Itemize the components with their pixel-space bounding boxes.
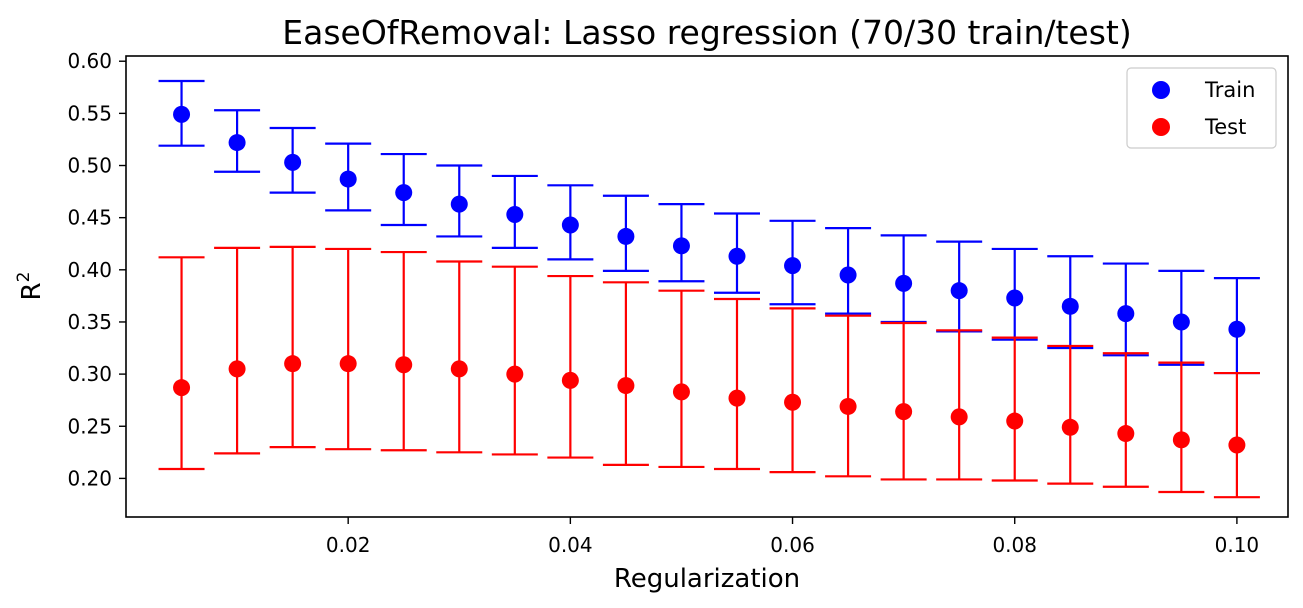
x-tick-label: 0.02 [326,533,371,557]
x-axis: 0.02 0.04 0.06 0.08 0.10 [326,517,1259,557]
series-test [158,245,1260,499]
test-data-point [895,403,913,421]
test-data-point [1172,431,1190,449]
y-tick-label: 0.45 [67,206,112,230]
train-data-point [450,195,468,213]
y-tick-label: 0.30 [67,362,112,386]
train-data-point [1061,297,1079,315]
test-data-point [784,393,802,411]
test-data-point [617,377,635,395]
y-tick-label: 0.35 [67,310,112,334]
test-data-point [395,356,413,374]
test-data-point [672,383,690,401]
y-axis-label: R2 [14,272,47,301]
test-data-point [1061,418,1079,436]
train-data-point [895,274,913,292]
train-data-point [728,247,746,265]
train-data-point [1006,289,1024,307]
test-data-point [1228,436,1246,454]
test-data-point [728,389,746,407]
test-data-point [950,408,968,426]
y-axis: 0.20 0.25 0.30 0.35 0.40 0.45 0.50 0.55 0.60 [67,49,126,490]
train-data-point [617,227,635,245]
test-data-point [839,397,857,415]
y-axis-label-base: R [17,282,47,300]
test-data-point [339,355,357,373]
y-axis-label-superscript: 2 [14,272,34,283]
x-tick-label: 0.06 [770,533,815,557]
legend-label-train: Train [1204,78,1255,102]
legend-marker-test [1152,118,1170,136]
x-tick-label: 0.04 [548,533,593,557]
y-tick-label: 0.50 [67,154,112,178]
y-tick-label: 0.55 [67,101,112,125]
train-data-point [784,257,802,275]
plot-marks [158,79,1260,499]
series-train [158,79,1260,375]
y-tick-label: 0.60 [67,49,112,73]
train-data-point [1117,305,1135,323]
train-data-point [1228,320,1246,338]
train-data-point [173,105,191,123]
test-data-point [450,360,468,378]
train-data-point [228,134,246,152]
test-data-point [1117,425,1135,443]
y-tick-label: 0.40 [67,258,112,282]
x-tick-label: 0.08 [992,533,1037,557]
train-data-point [284,153,302,171]
test-data-point [284,355,302,373]
test-data-point [1006,412,1024,430]
test-data-point [506,365,524,383]
test-data-point [228,360,246,378]
x-tick-label: 0.10 [1215,533,1260,557]
test-data-point [173,379,191,397]
legend-label-test: Test [1204,115,1246,139]
train-data-point [561,216,579,234]
train-data-point [506,206,524,224]
train-data-point [950,282,968,300]
train-data-point [1172,313,1190,331]
test-data-point [561,371,579,389]
train-data-point [672,237,690,255]
y-tick-label: 0.20 [67,466,112,490]
x-axis-label: Regularization [614,564,800,594]
train-data-point [339,170,357,188]
legend-marker-train [1152,81,1170,99]
plot-frame [125,55,1289,518]
train-data-point [839,266,857,284]
y-tick-label: 0.25 [67,414,112,438]
chart-title: EaseOfRemoval: Lasso regression (70/30 t… [282,13,1131,52]
legend: Train Test [1126,67,1277,149]
train-data-point [395,184,413,202]
